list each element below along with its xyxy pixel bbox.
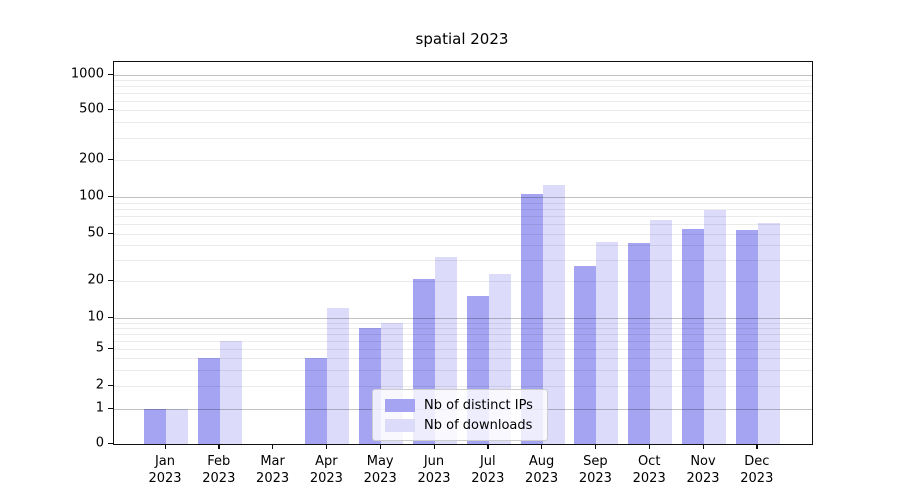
bar-distinct-ips-nov [682, 228, 704, 444]
legend: Nb of distinct IPs Nb of downloads [372, 389, 548, 441]
y-tick-mark-1000 [108, 73, 113, 75]
gridline-8 [114, 327, 812, 329]
bar-downloads-sep [596, 241, 619, 444]
legend-row-downloads: Nb of downloads [373, 418, 547, 433]
y-tick-mark-0 [108, 442, 113, 444]
x-tick-mark-jan [164, 444, 166, 449]
x-tick-mark-feb [218, 444, 220, 449]
legend-label-distinct-ips: Nb of distinct IPs [424, 397, 533, 413]
gridline-80 [114, 208, 812, 210]
y-tick-label-10: 10 [87, 309, 104, 325]
y-tick-label-1000: 1000 [70, 66, 104, 82]
y-tick-label-100: 100 [79, 188, 104, 204]
x-tick-label-may: May 2023 [363, 454, 397, 487]
y-tick-mark-10 [108, 316, 113, 318]
gridline-3 [114, 369, 812, 371]
x-tick-label-aug: Aug 2023 [525, 454, 559, 487]
distinct-ips-swatch [385, 398, 415, 412]
x-tick-label-oct: Oct 2023 [632, 454, 666, 487]
y-tick-mark-2 [108, 384, 113, 386]
bar-downloads-apr [327, 308, 350, 444]
gridline-700 [114, 93, 812, 94]
gridline-9 [114, 322, 812, 324]
x-tick-label-dec: Dec 2023 [740, 454, 774, 487]
y-tick-mark-1 [108, 407, 113, 409]
x-tick-mark-oct [648, 444, 650, 449]
bar-distinct-ips-aug [520, 194, 543, 444]
gridline-400 [114, 122, 812, 124]
bar-distinct-ips-oct [628, 242, 651, 444]
y-tick-label-2: 2 [95, 377, 104, 393]
gridline-20 [114, 281, 812, 282]
y-tick-label-20: 20 [87, 272, 104, 288]
gridline-300 [114, 137, 812, 139]
y-tick-mark-5 [108, 347, 113, 349]
y-tick-mark-200 [108, 158, 113, 160]
x-tick-label-sep: Sep 2023 [578, 454, 612, 487]
chart-title: spatial 2023 [415, 30, 509, 48]
gridline-60 [114, 224, 812, 226]
gridline-1000 [114, 75, 812, 76]
y-tick-label-5: 5 [95, 340, 104, 356]
y-tick-mark-500 [108, 108, 113, 110]
x-tick-mark-jun [433, 444, 435, 449]
x-tick-mark-nov [702, 444, 704, 449]
gridline-7 [114, 333, 812, 335]
gridline-4 [114, 358, 812, 359]
gridline-100 [114, 197, 812, 198]
bar-downloads-jan [166, 409, 188, 444]
gridline-2 [114, 386, 812, 387]
plot-area [113, 61, 813, 445]
gridline-30 [114, 260, 812, 262]
x-tick-label-jan: Jan 2023 [148, 454, 182, 487]
x-tick-mark-sep [594, 444, 597, 449]
gridline-900 [114, 80, 812, 82]
bar-downloads-dec [757, 223, 780, 444]
x-tick-mark-mar [272, 444, 274, 449]
bar-distinct-ips-dec [735, 229, 758, 444]
gridline-40 [114, 245, 812, 247]
y-tick-mark-50 [108, 232, 113, 234]
gridline-5 [114, 349, 812, 350]
x-tick-label-jun: Jun 2023 [417, 454, 451, 487]
legend-label-downloads: Nb of downloads [424, 417, 533, 433]
gridline-800 [114, 86, 812, 88]
y-tick-label-500: 500 [79, 101, 104, 117]
bar-downloads-oct [650, 220, 673, 444]
bar-distinct-ips-jan [144, 409, 166, 444]
x-tick-mark-aug [541, 444, 543, 449]
y-tick-label-1: 1 [95, 400, 104, 416]
bar-distinct-ips-feb [197, 358, 220, 444]
bar-distinct-ips-sep [574, 265, 597, 444]
y-tick-mark-20 [108, 279, 113, 281]
x-tick-mark-may [379, 444, 381, 449]
downloads-swatch [385, 418, 415, 432]
gridline-500 [114, 110, 812, 111]
gridline-600 [114, 100, 812, 102]
gridline-50 [114, 234, 812, 235]
gridline-10 [114, 318, 812, 319]
gridline-200 [114, 160, 812, 161]
bar-downloads-nov [704, 210, 726, 444]
x-tick-label-jul: Jul 2023 [471, 454, 505, 487]
x-tick-label-feb: Feb 2023 [202, 454, 236, 487]
y-tick-mark-100 [108, 195, 113, 197]
bar-distinct-ips-apr [305, 358, 328, 444]
x-tick-mark-jul [487, 444, 489, 449]
y-tick-label-200: 200 [79, 151, 104, 167]
x-tick-label-mar: Mar 2023 [256, 454, 290, 487]
x-tick-label-apr: Apr 2023 [309, 454, 343, 487]
bar-downloads-feb [219, 340, 242, 444]
legend-row-distinct-ips: Nb of distinct IPs [373, 398, 547, 413]
bar-downloads-aug [542, 185, 565, 444]
x-tick-mark-apr [325, 444, 328, 449]
gridline-90 [114, 202, 812, 204]
y-tick-label-50: 50 [87, 225, 104, 241]
gridline-6 [114, 340, 812, 342]
x-tick-mark-dec [756, 444, 758, 449]
gridline-70 [114, 216, 812, 218]
y-tick-label-0: 0 [95, 435, 104, 451]
x-tick-label-nov: Nov 2023 [686, 454, 720, 487]
